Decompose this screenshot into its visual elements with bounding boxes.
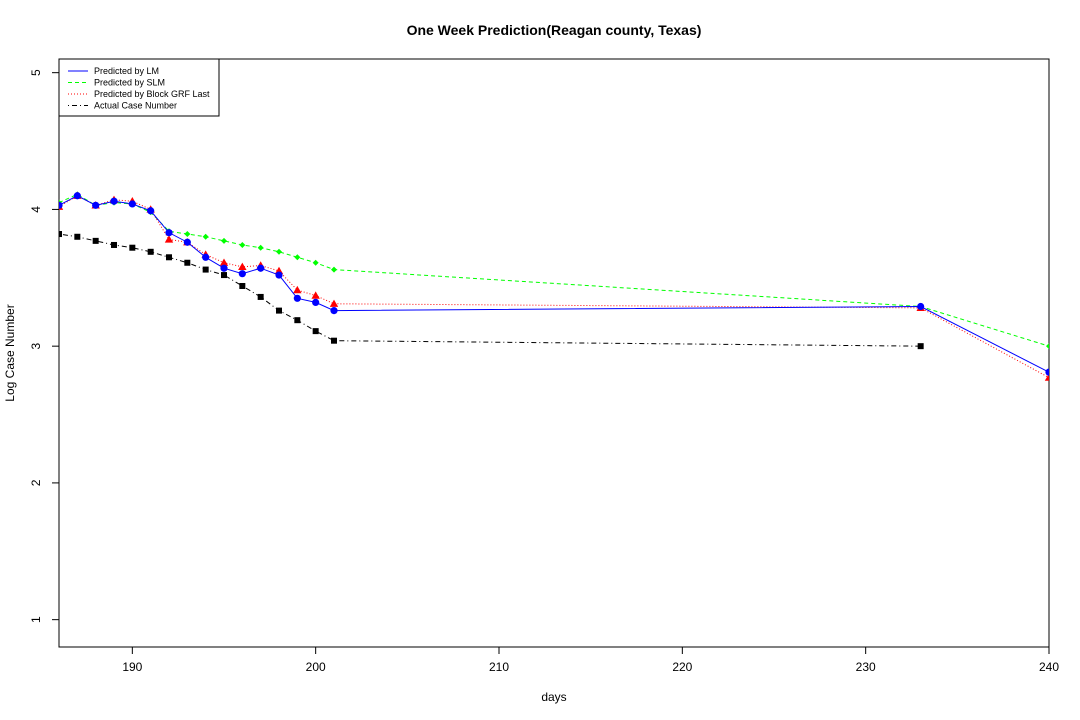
data-point xyxy=(238,262,247,271)
data-point xyxy=(73,192,81,200)
data-point xyxy=(147,207,155,215)
data-point xyxy=(311,291,320,299)
chart-title: One Week Prediction(Reagan county, Texas… xyxy=(407,22,702,38)
data-point xyxy=(165,229,173,237)
data-point xyxy=(276,248,282,255)
data-point xyxy=(275,271,283,279)
legend-label: Predicted by SLM xyxy=(94,78,165,88)
x-axis: 190 200 210 220 230 240 xyxy=(122,647,1059,674)
y-axis-label: Log Case Number xyxy=(3,304,17,401)
data-point xyxy=(184,231,191,238)
y-tick-label: 5 xyxy=(29,69,43,76)
data-point xyxy=(294,317,301,324)
data-point xyxy=(1045,368,1049,376)
data-point xyxy=(257,244,264,251)
data-point xyxy=(239,241,246,248)
data-point xyxy=(92,237,99,244)
x-tick-label: 230 xyxy=(856,660,876,674)
data-point xyxy=(128,200,136,208)
y-tick-label: 3 xyxy=(29,343,43,350)
data-point xyxy=(330,307,338,315)
x-tick-label: 210 xyxy=(489,660,509,674)
data-point xyxy=(184,259,191,266)
data-point xyxy=(129,244,136,251)
data-point xyxy=(202,266,209,273)
y-tick-label: 4 xyxy=(29,206,43,213)
data-point xyxy=(202,253,210,261)
data-point xyxy=(147,248,154,255)
data-point xyxy=(917,343,924,350)
data-point xyxy=(331,337,337,344)
legend-label: Predicted by Block GRF Last xyxy=(94,89,210,99)
data-point xyxy=(110,197,118,205)
data-point xyxy=(257,293,264,300)
series-actual-case-number xyxy=(59,231,924,350)
data-point xyxy=(220,264,228,272)
x-tick-label: 220 xyxy=(672,660,692,674)
y-axis: 1 2 3 4 5 xyxy=(29,69,59,623)
y-tick-label: 2 xyxy=(29,479,43,486)
x-tick-label: 190 xyxy=(122,660,142,674)
data-point xyxy=(111,241,117,248)
data-point xyxy=(1046,343,1049,350)
data-point xyxy=(294,254,301,261)
data-point xyxy=(221,237,227,244)
data-point xyxy=(329,299,339,307)
x-axis-label: days xyxy=(541,690,566,704)
series-predicted-by-lm xyxy=(59,192,1049,376)
data-point xyxy=(293,294,301,302)
data-point xyxy=(276,307,282,314)
series-layer xyxy=(59,191,1049,381)
data-point xyxy=(312,298,320,307)
data-point xyxy=(1044,373,1049,381)
legend: Predicted by LM Predicted by SLMPredicted… xyxy=(58,58,220,117)
data-point xyxy=(59,231,62,238)
data-point xyxy=(257,264,265,272)
data-point xyxy=(917,302,925,311)
data-point xyxy=(238,270,246,278)
x-tick-label: 240 xyxy=(1039,660,1059,674)
data-point xyxy=(293,285,302,294)
data-point xyxy=(219,258,229,266)
data-point xyxy=(92,201,100,209)
plot-area-frame xyxy=(58,58,1050,648)
data-point xyxy=(312,259,319,266)
data-point xyxy=(239,282,246,289)
data-point xyxy=(166,254,172,261)
y-tick-label: 1 xyxy=(29,616,43,623)
data-point xyxy=(312,328,319,335)
data-point xyxy=(74,233,81,240)
legend-label: Predicted by LM xyxy=(94,66,159,76)
legend-label: Actual Case Number xyxy=(94,101,177,111)
data-point xyxy=(221,272,227,279)
legend-box xyxy=(58,58,220,117)
data-point xyxy=(164,235,174,243)
x-tick-label: 200 xyxy=(306,660,326,674)
data-point xyxy=(331,266,337,273)
data-point xyxy=(202,233,209,240)
data-point xyxy=(183,238,191,246)
data-point xyxy=(59,201,63,209)
